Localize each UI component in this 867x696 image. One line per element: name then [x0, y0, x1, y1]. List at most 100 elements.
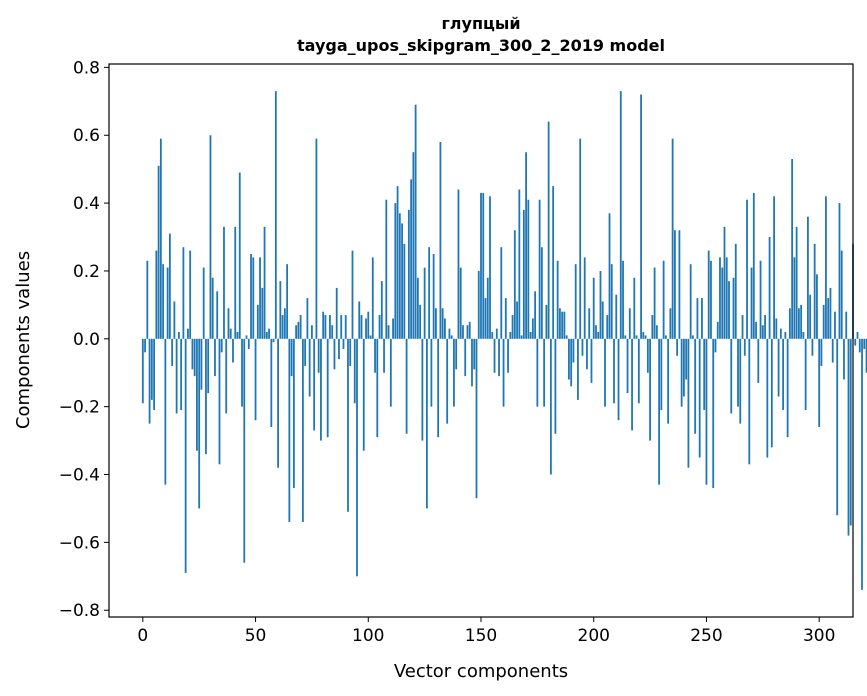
- bar-305: [829, 287, 832, 339]
- bar-93: [351, 250, 354, 339]
- bar-42: [236, 332, 239, 339]
- bar-101: [369, 335, 372, 339]
- bar-236: [673, 230, 676, 339]
- bar-233: [667, 338, 670, 424]
- bar-4: [150, 338, 153, 400]
- bar-254: [714, 338, 717, 353]
- y-tick-label: 0.2: [73, 262, 100, 282]
- bar-131: [437, 338, 440, 438]
- bar-185: [559, 308, 561, 339]
- bar-301: [820, 338, 823, 366]
- bar-212: [619, 91, 622, 339]
- bar-292: [800, 304, 803, 339]
- y-axis-ticks: −0.8 −0.6 −0.4 −0.2 0.0 0.2 0.4 0.6 0.8: [59, 58, 109, 621]
- bar-92: [349, 338, 352, 366]
- x-tick-label: 150: [465, 626, 497, 646]
- bar-222: [642, 332, 645, 339]
- bar-242: [687, 338, 690, 468]
- bar-111: [392, 318, 394, 339]
- bar-76: [313, 338, 316, 431]
- bar-220: [637, 338, 640, 404]
- bar-81: [324, 315, 327, 339]
- bar-282: [777, 338, 780, 397]
- bar-184: [556, 260, 559, 339]
- bar-32: [214, 338, 216, 377]
- bar-71: [301, 338, 304, 522]
- bar-123: [419, 304, 422, 339]
- bar-54: [263, 226, 266, 339]
- bar-309: [838, 203, 841, 339]
- bar-211: [617, 338, 620, 421]
- bar-287: [788, 308, 791, 339]
- bar-208: [610, 264, 613, 339]
- bar-273: [757, 338, 760, 383]
- bar-248: [701, 298, 703, 339]
- bar-34: [218, 338, 221, 465]
- bar-257: [721, 267, 724, 339]
- bar-169: [522, 209, 525, 339]
- bar-285: [784, 332, 787, 339]
- bar-113: [396, 186, 399, 339]
- bar-109: [387, 325, 390, 339]
- bar-182: [552, 186, 555, 339]
- bar-14: [173, 301, 176, 339]
- bar-125: [423, 267, 426, 339]
- bar-9: [162, 264, 165, 339]
- bar-180: [547, 121, 550, 339]
- bar-193: [577, 338, 579, 400]
- bar-198: [588, 308, 591, 339]
- bar-30: [209, 135, 212, 339]
- y-tick-label: −0.4: [59, 466, 100, 486]
- bar-11: [166, 267, 169, 339]
- bar-210: [615, 294, 618, 339]
- bar-253: [712, 338, 715, 489]
- bar-70: [299, 315, 302, 339]
- bar-243: [689, 264, 692, 339]
- bar-96: [358, 301, 361, 339]
- bar-300: [818, 338, 821, 428]
- bar-275: [761, 325, 764, 339]
- bar-0: [141, 338, 144, 404]
- y-tick-label: −0.8: [59, 601, 100, 621]
- bar-88: [340, 315, 343, 339]
- bar-241: [685, 338, 688, 380]
- bar-252: [710, 260, 712, 339]
- bar-164: [511, 315, 514, 339]
- bar-290: [795, 226, 798, 339]
- bar-219: [635, 335, 638, 339]
- bar-52: [259, 257, 261, 339]
- bar-65: [288, 338, 291, 522]
- bar-7: [157, 165, 160, 339]
- bar-12: [168, 233, 171, 339]
- bar-128: [430, 338, 433, 407]
- bar-24: [196, 338, 198, 451]
- bar-116: [403, 243, 406, 339]
- bar-61: [279, 281, 282, 339]
- bar-162: [507, 338, 509, 373]
- bar-78: [317, 338, 320, 373]
- bar-183: [554, 338, 557, 434]
- bar-258: [723, 226, 726, 339]
- bar-175: [536, 338, 539, 407]
- bar-153: [486, 277, 489, 339]
- bar-179: [545, 304, 548, 339]
- bar-66: [290, 338, 293, 377]
- bar-173: [531, 318, 534, 339]
- bar-321: [865, 338, 867, 373]
- bar-83: [329, 315, 331, 339]
- bar-284: [782, 338, 785, 411]
- bar-249: [703, 338, 706, 411]
- bar-265: [739, 338, 742, 424]
- bar-31: [211, 277, 214, 339]
- bar-260: [728, 281, 730, 339]
- bar-44: [241, 338, 243, 407]
- bar-283: [779, 328, 782, 339]
- bar-19: [184, 338, 187, 573]
- bar-267: [743, 338, 746, 356]
- bar-144: [466, 325, 469, 339]
- bar-217: [631, 338, 633, 431]
- bar-41: [234, 226, 237, 339]
- bar-278: [768, 237, 771, 339]
- bar-160: [502, 338, 505, 407]
